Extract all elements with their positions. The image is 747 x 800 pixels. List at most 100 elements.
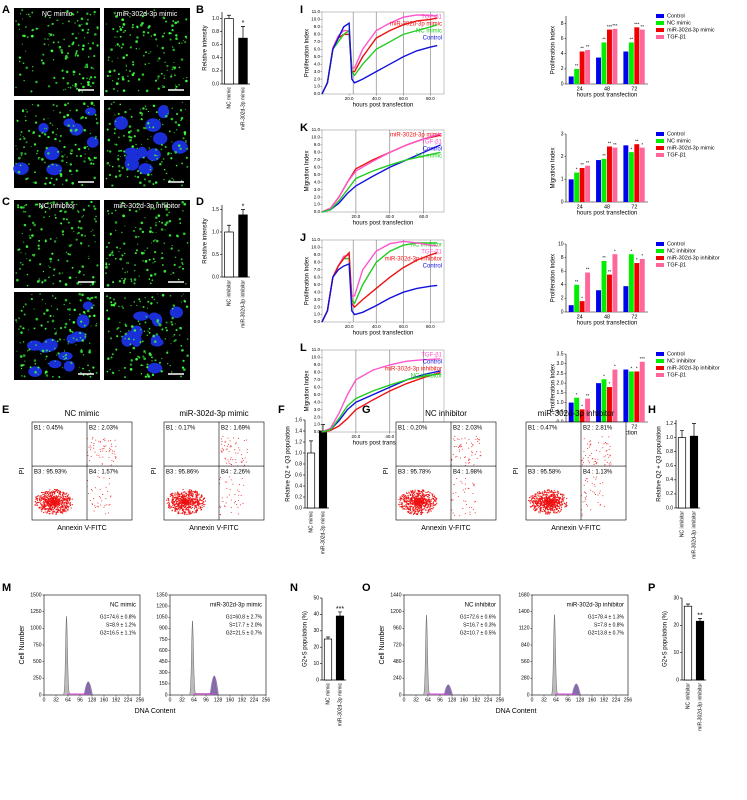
event (538, 495, 540, 497)
event (552, 508, 554, 510)
event (219, 514, 221, 516)
event (552, 507, 554, 509)
green-signal (142, 364, 144, 366)
event (52, 509, 55, 511)
green-signal (170, 273, 172, 276)
event (456, 456, 458, 458)
green-signal (152, 240, 155, 242)
green-signal (147, 122, 150, 125)
event (201, 496, 203, 498)
green-signal (182, 293, 185, 295)
event (430, 500, 432, 502)
green-signal (161, 221, 164, 224)
event (182, 505, 184, 507)
event (426, 502, 428, 505)
event (62, 493, 64, 495)
event (63, 491, 65, 494)
event (167, 502, 170, 504)
legend-label: miR-302d-3p mimic (667, 145, 715, 151)
legend-label: TGF-β1 (667, 152, 686, 158)
green-signal (146, 373, 149, 376)
event (224, 506, 226, 508)
green-signal (114, 132, 116, 134)
event (548, 495, 550, 497)
green-signal (182, 232, 186, 236)
green-signal (47, 117, 49, 119)
green-signal (117, 112, 120, 115)
event (533, 495, 535, 497)
event (407, 507, 409, 509)
event (53, 500, 55, 502)
event (543, 497, 545, 499)
significance: * (641, 253, 643, 258)
event (602, 447, 604, 449)
green-signal (44, 211, 47, 213)
event (183, 513, 185, 515)
green-signal (52, 282, 55, 285)
event (172, 498, 175, 500)
green-signal (131, 145, 135, 148)
event (432, 505, 435, 507)
event (418, 505, 420, 507)
green-signal (186, 147, 189, 150)
green-signal (181, 162, 184, 165)
green-signal (34, 181, 37, 185)
green-signal (61, 272, 64, 274)
event (429, 509, 431, 511)
green-signal (153, 340, 157, 343)
event (558, 503, 561, 505)
y-tick-label: 0.0 (212, 81, 219, 87)
green-signal (71, 330, 74, 334)
legend-label: TGF-β1 (667, 262, 686, 268)
bar (639, 147, 645, 202)
green-signal (51, 22, 54, 26)
event (534, 502, 536, 504)
event (166, 502, 168, 504)
event (419, 503, 421, 506)
event (61, 495, 63, 497)
green-signal (66, 81, 70, 85)
event (199, 499, 201, 502)
event (433, 500, 435, 503)
green-signal (47, 44, 50, 46)
green-signal (180, 344, 183, 347)
green-signal (133, 329, 137, 332)
green-signal (138, 298, 141, 301)
green-signal (186, 76, 188, 79)
event (238, 438, 240, 440)
event (548, 497, 550, 499)
green-signal (154, 260, 156, 263)
green-signal (95, 156, 98, 159)
green-signal (152, 207, 156, 210)
event (537, 504, 539, 506)
event (67, 505, 69, 507)
event (224, 481, 226, 483)
green-signal (26, 36, 29, 39)
curve (321, 358, 441, 433)
green-signal (62, 356, 64, 358)
event (65, 504, 68, 506)
green-signal (186, 354, 189, 357)
green-signal (150, 356, 153, 359)
bar (607, 146, 612, 202)
significance: * (630, 146, 632, 151)
green-signal (31, 234, 34, 237)
event (171, 500, 173, 502)
bar (628, 371, 634, 422)
y-tick-label: 10.0 (311, 355, 320, 360)
event (173, 497, 176, 499)
green-signal (85, 63, 89, 67)
nucleus (27, 340, 43, 351)
event (411, 503, 413, 505)
event (189, 513, 191, 515)
green-signal (47, 363, 49, 365)
event (104, 438, 106, 440)
event (58, 499, 60, 502)
quadrant-label: B1 : 0.45% (34, 426, 64, 432)
event (62, 507, 64, 509)
event (47, 494, 50, 496)
category-label: miR-302d-3p mimic (320, 511, 326, 555)
event (411, 511, 413, 513)
event (553, 511, 555, 514)
green-signal (20, 364, 23, 367)
